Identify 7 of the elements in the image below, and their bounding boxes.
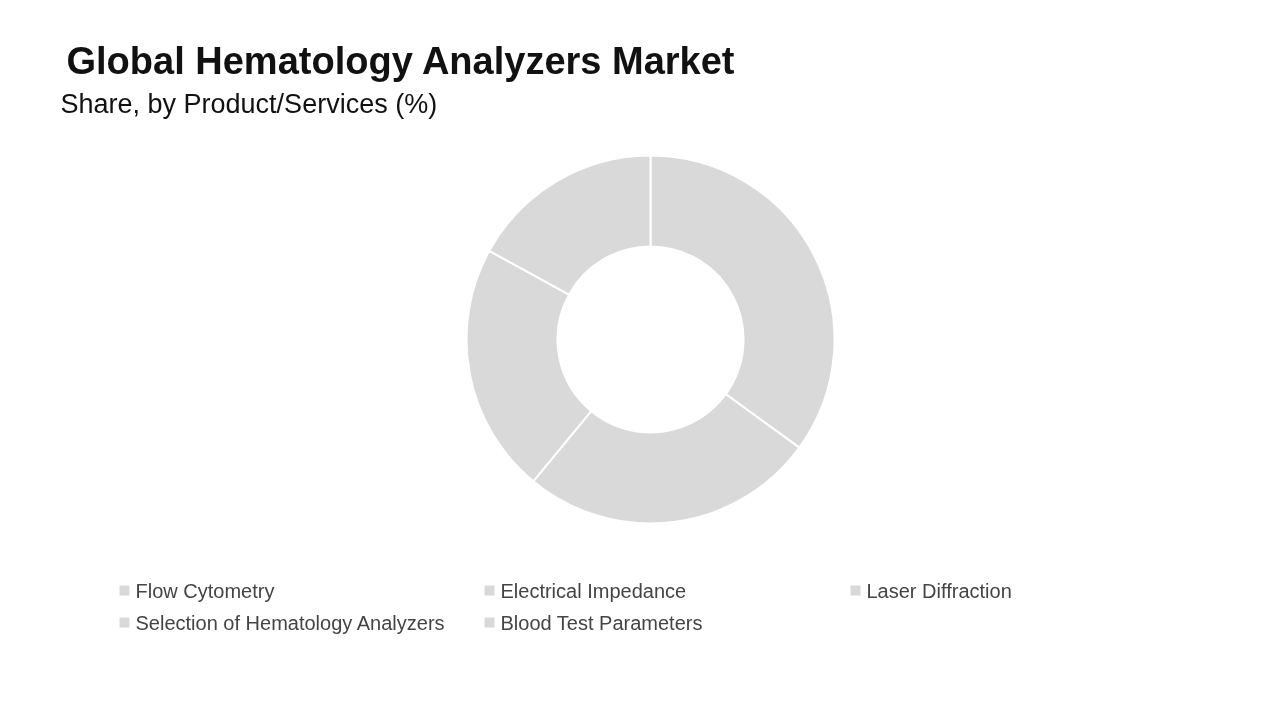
chart-subtitle: Share, by Product/Services (%) — [60, 88, 438, 119]
legend-label: Blood Test Parameters — [500, 611, 703, 634]
chart-title: Global Hematology Analyzers Market — [66, 39, 735, 82]
legend-label: Laser Diffraction — [866, 579, 1012, 602]
legend-label: Selection of Hematology Analyzers — [135, 611, 445, 634]
legend-label: Flow Cytometry — [135, 579, 275, 602]
legend-label: Electrical Impedance — [500, 579, 687, 602]
